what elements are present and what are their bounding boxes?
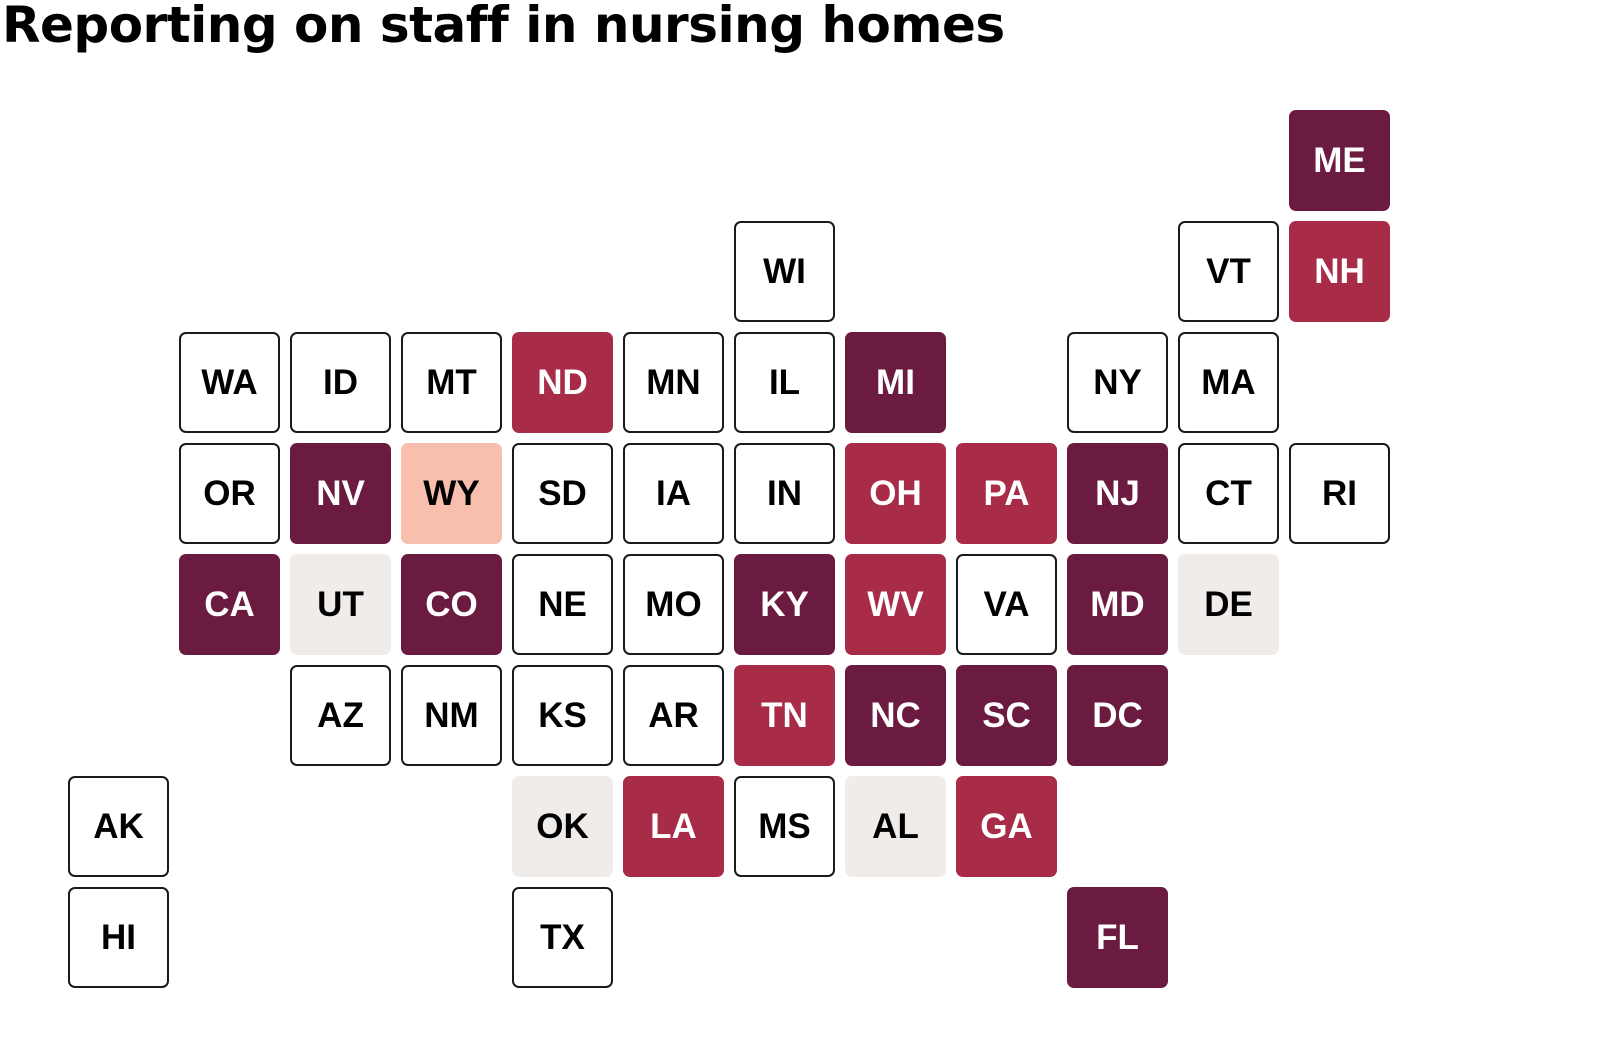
state-tile-tn: TN (734, 665, 835, 766)
state-tile-ar: AR (623, 665, 724, 766)
state-tile-dc: DC (1067, 665, 1168, 766)
state-tile-mi: MI (845, 332, 946, 433)
state-tile-vt: VT (1178, 221, 1279, 322)
state-tile-or: OR (179, 443, 280, 544)
state-tile-wy: WY (401, 443, 502, 544)
state-tile-ny: NY (1067, 332, 1168, 433)
state-tile-id: ID (290, 332, 391, 433)
state-tile-ri: RI (1289, 443, 1390, 544)
state-tile-me: ME (1289, 110, 1390, 211)
state-tile-de: DE (1178, 554, 1279, 655)
state-tile-sd: SD (512, 443, 613, 544)
state-tile-oh: OH (845, 443, 946, 544)
state-tile-nh: NH (1289, 221, 1390, 322)
state-tile-ca: CA (179, 554, 280, 655)
state-tile-va: VA (956, 554, 1057, 655)
state-tile-il: IL (734, 332, 835, 433)
state-tile-ms: MS (734, 776, 835, 877)
state-tile-nc: NC (845, 665, 946, 766)
state-tile-nj: NJ (1067, 443, 1168, 544)
state-tile-hi: HI (68, 887, 169, 988)
state-tile-ak: AK (68, 776, 169, 877)
state-tile-md: MD (1067, 554, 1168, 655)
state-tile-in: IN (734, 443, 835, 544)
state-tile-nm: NM (401, 665, 502, 766)
state-tile-wv: WV (845, 554, 946, 655)
state-tile-mn: MN (623, 332, 724, 433)
state-tile-tx: TX (512, 887, 613, 988)
state-tile-sc: SC (956, 665, 1057, 766)
state-tile-co: CO (401, 554, 502, 655)
state-tile-wi: WI (734, 221, 835, 322)
state-tile-nv: NV (290, 443, 391, 544)
state-tile-ne: NE (512, 554, 613, 655)
state-tile-ok: OK (512, 776, 613, 877)
state-tile-la: LA (623, 776, 724, 877)
state-tile-az: AZ (290, 665, 391, 766)
state-tile-mt: MT (401, 332, 502, 433)
state-tile-ia: IA (623, 443, 724, 544)
page-title: Reporting on staff in nursing homes (2, 0, 1005, 54)
state-tile-mo: MO (623, 554, 724, 655)
state-tile-ks: KS (512, 665, 613, 766)
state-tile-ga: GA (956, 776, 1057, 877)
state-tile-fl: FL (1067, 887, 1168, 988)
state-tile-ut: UT (290, 554, 391, 655)
state-tile-ma: MA (1178, 332, 1279, 433)
state-tile-ky: KY (734, 554, 835, 655)
state-tile-nd: ND (512, 332, 613, 433)
state-tile-ct: CT (1178, 443, 1279, 544)
state-tile-wa: WA (179, 332, 280, 433)
state-tile-al: AL (845, 776, 946, 877)
state-tile-pa: PA (956, 443, 1057, 544)
